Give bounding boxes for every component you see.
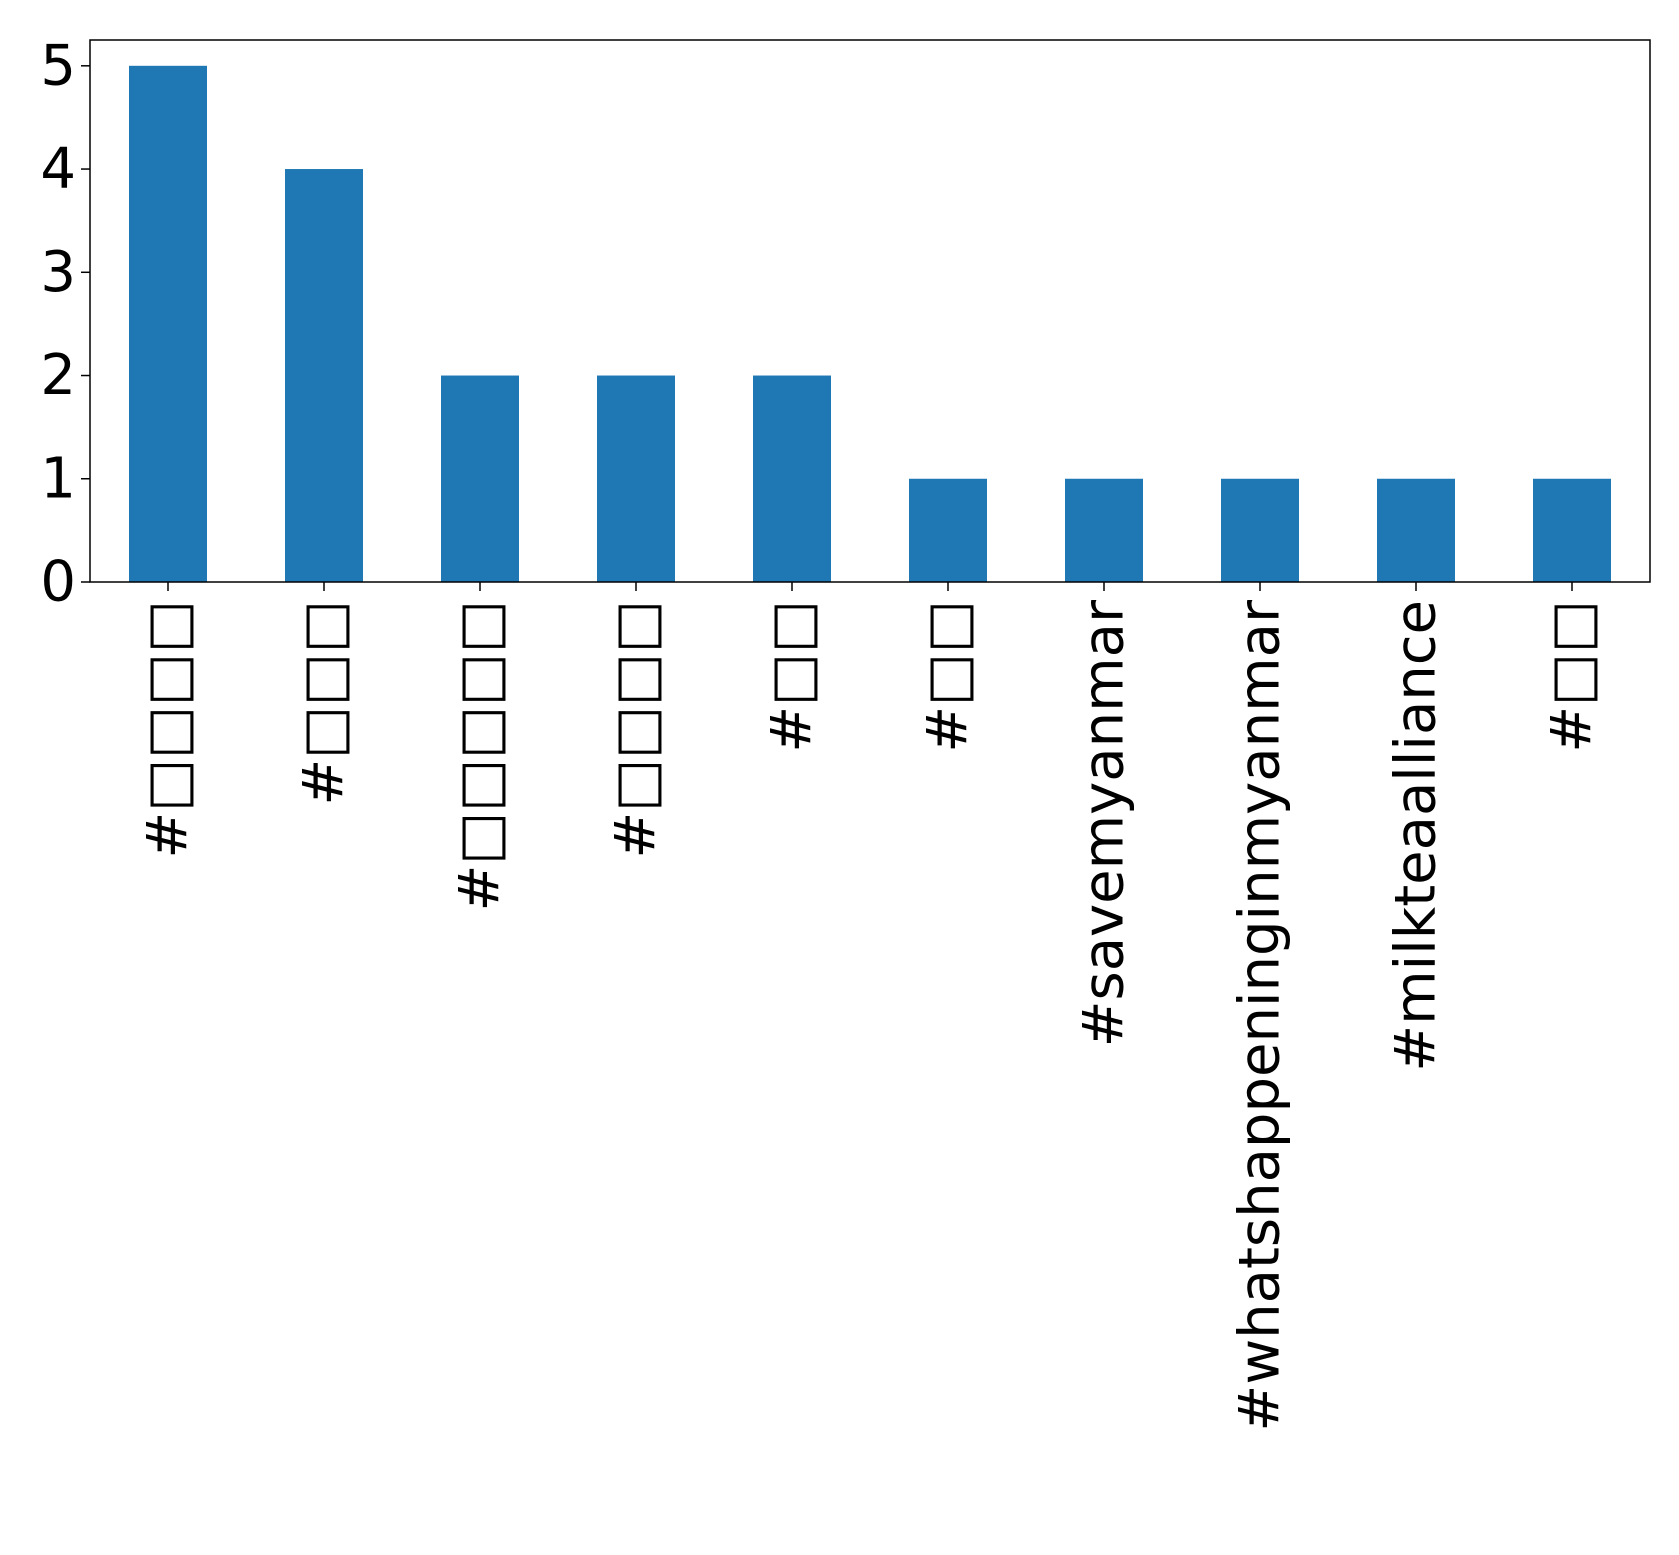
- y-tick-label: 0: [40, 550, 76, 615]
- bars-group: [129, 65, 1611, 583]
- bar: [441, 375, 519, 582]
- x-tick-label: #□□: [916, 600, 981, 753]
- x-tick-label: #□□: [760, 600, 825, 753]
- y-tick-label: 2: [40, 343, 76, 408]
- x-tick-label: #□□□□□: [448, 600, 513, 911]
- x-tick-label: #□□: [1540, 600, 1605, 753]
- x-tick-label: #□□□□: [136, 600, 201, 859]
- y-tick-label: 5: [40, 33, 76, 98]
- bar: [129, 65, 207, 583]
- x-tick-label: #□□□□: [604, 600, 669, 859]
- x-tick-label: #□□□: [292, 600, 357, 806]
- bar: [1377, 478, 1455, 582]
- plot-frame: [89, 39, 1651, 583]
- bar: [285, 169, 363, 583]
- x-tick-label: #milkteaalliance: [1384, 600, 1449, 1072]
- x-tick-label: #whatshappeninginmyanmar: [1228, 599, 1293, 1432]
- bar: [1065, 478, 1143, 582]
- x-axis: #□□□□ #□□□ #□□□□□ #□□□□ #□□ #□□ #savemyanmar #w…: [136, 582, 1605, 1432]
- bar: [1221, 478, 1299, 582]
- y-tick-label: 1: [40, 446, 76, 511]
- bar: [1533, 478, 1611, 582]
- x-tick-label: #savemyanmar: [1072, 599, 1137, 1047]
- y-tick-label: 4: [40, 137, 76, 202]
- bar: [753, 375, 831, 582]
- y-tick-label: 3: [40, 240, 76, 305]
- bar: [909, 478, 987, 582]
- bar: [597, 375, 675, 582]
- y-axis: 0 1 2 3 4 5: [40, 33, 90, 615]
